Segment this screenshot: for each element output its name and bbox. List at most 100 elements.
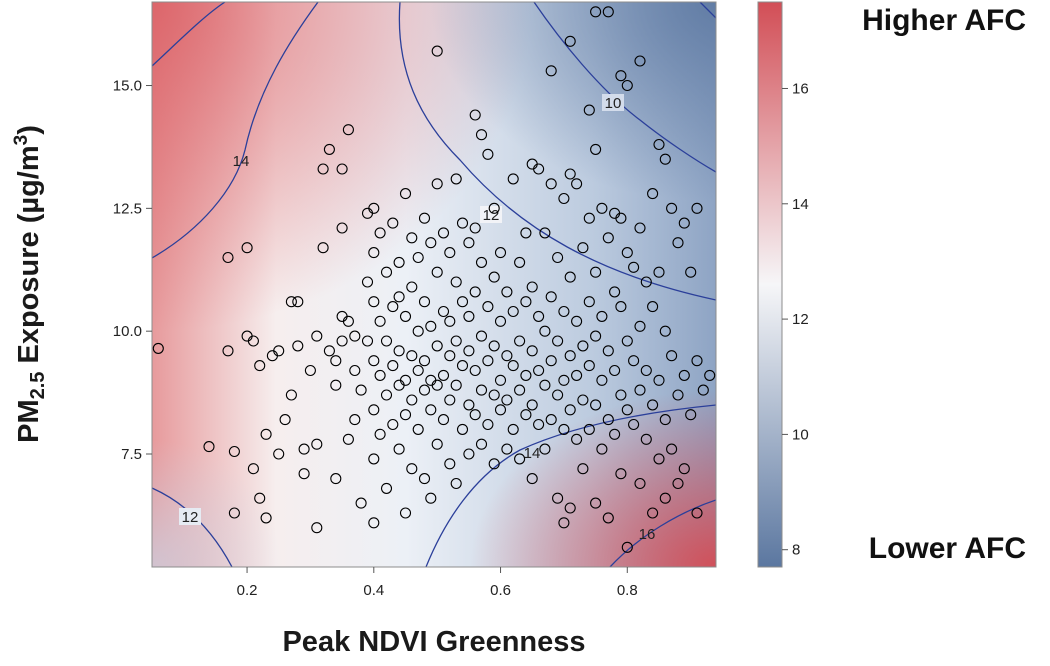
data-point [583,360,595,372]
data-point [564,350,576,362]
data-point [697,384,709,396]
data-point [564,271,576,283]
data-point [450,477,462,490]
colorbar-low-label: Lower AFC [869,532,1026,565]
data-point [526,399,538,411]
data-point [380,266,393,278]
data-point [437,305,450,318]
data-point [399,507,412,519]
colorbar [757,1,783,568]
contour-label-10: 10 [605,95,622,112]
data-point [368,404,380,416]
data-point [482,301,494,313]
data-point [368,202,380,214]
contour-lines [152,2,716,567]
data-point [494,315,507,327]
data-point [615,70,627,82]
data-point [311,438,323,450]
contour-label-14-left: 14 [233,153,250,170]
data-point [431,438,443,450]
data-point [621,79,633,92]
data-point [368,355,380,367]
data-point [418,296,431,308]
data-point [583,104,595,116]
data-point [533,364,545,377]
data-point [488,389,500,401]
data-point [342,315,354,327]
data-point [545,291,557,303]
data-point [469,409,481,421]
data-point [704,369,716,381]
data-point [450,276,462,288]
y-axis-title-superscript: 3 [11,135,32,146]
x-tick-label: 0.2 [237,582,258,599]
data-point [507,305,519,318]
data-point [317,163,329,175]
data-point [247,463,259,475]
y-axis-title-main: PM [13,399,45,443]
data-point [374,428,386,440]
data-point [393,291,405,303]
data-point [507,423,519,435]
data-point [450,379,462,391]
data-point [349,364,361,377]
data-point [311,330,323,342]
data-point [653,453,665,465]
data-point [425,492,437,504]
data-point [437,414,450,426]
data-point [336,335,348,347]
data-point [298,443,310,455]
data-point [672,477,684,490]
data-point [666,443,678,455]
data-point [475,438,488,450]
data-point [406,394,418,406]
data-point [336,222,348,234]
data-point [463,237,475,249]
data-point [533,418,545,431]
data-point [609,286,621,298]
data-point [571,369,583,381]
x-tick-label: 0.4 [363,582,384,599]
data-point [323,143,335,155]
data-point [368,517,380,529]
data-point [222,345,234,357]
data-point [469,286,481,298]
data-point [304,364,316,377]
data-point [558,192,570,205]
data-point [501,350,513,362]
data-point [647,301,659,313]
data-point [393,345,405,357]
contour-label-16: 16 [639,526,656,543]
contour-line-12-upper [398,2,716,301]
data-point [437,227,450,239]
data-point [494,247,507,259]
data-point [368,247,380,259]
data-point [273,448,285,460]
data-point [583,296,595,308]
data-point [659,492,671,504]
data-point [463,310,475,322]
data-point [482,148,494,160]
data-point [355,384,367,396]
data-point [640,433,652,445]
scatter-points [152,6,716,553]
data-point [292,296,304,308]
contour-label-14-lower: 14 [524,445,541,462]
data-point [520,296,532,308]
data-point [475,256,488,268]
data-point [431,379,443,391]
data-point [672,237,684,249]
data-point [292,340,304,352]
colorbar-high-label: Higher AFC [862,4,1026,37]
data-point [349,330,361,342]
data-point [602,345,614,357]
data-point [520,409,532,421]
data-point [444,350,456,362]
data-point [552,389,564,401]
data-point [602,232,614,244]
data-point [456,423,469,435]
data-point [552,335,564,347]
data-point [260,428,272,440]
x-axis-title: Peak NDVI Greenness [282,626,585,658]
data-point [317,242,329,254]
